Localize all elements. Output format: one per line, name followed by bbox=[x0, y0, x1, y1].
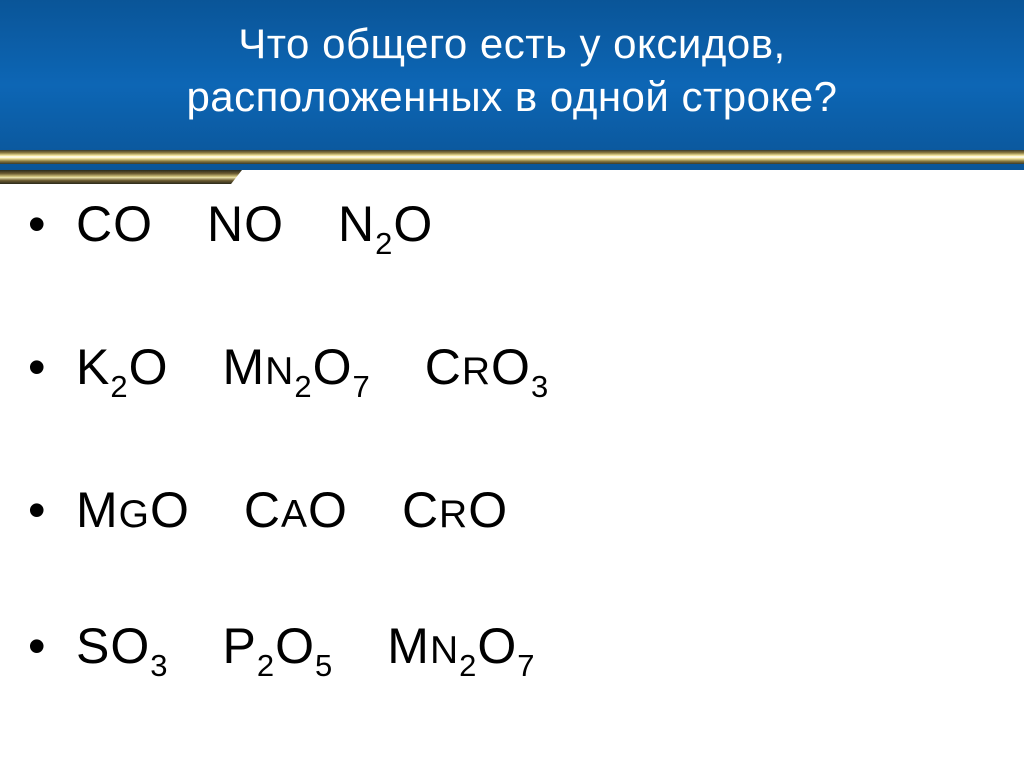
formula-row: •CO NO N2O bbox=[28, 195, 1004, 260]
title-line-2: расположенных в одной строке? bbox=[186, 73, 837, 120]
gold-divider-diagonal bbox=[0, 170, 242, 184]
bullet: • bbox=[28, 195, 76, 253]
slide-body: •CONON2O•K2OMN2O7CRO3•MGOCAOCRO•SO3P2O5M… bbox=[28, 195, 1004, 682]
slide-title: Что общего есть у оксидов, расположенных… bbox=[0, 0, 1024, 123]
formula-items: K2O MN2O7 CRO3 bbox=[76, 338, 549, 403]
chemical-formula: CRO bbox=[402, 481, 508, 539]
bullet: • bbox=[28, 338, 76, 396]
bullet: • bbox=[28, 617, 76, 675]
formula-items: SO3 P2O5 MN2O7 bbox=[76, 617, 536, 682]
title-line-1: Что общего есть у оксидов, bbox=[238, 20, 785, 67]
formula-row: •MGO CAO CRO bbox=[28, 481, 1004, 539]
chemical-formula: P2O5 bbox=[223, 617, 334, 682]
formula-row: •K2O MN2O7 CRO3 bbox=[28, 338, 1004, 403]
chemical-formula: NO bbox=[207, 195, 284, 260]
chemical-formula: K2O bbox=[76, 338, 169, 403]
chemical-formula: MN2O7 bbox=[387, 617, 535, 682]
chemical-formula: CO bbox=[76, 195, 153, 260]
slide-header: Что общего есть у оксидов, расположенных… bbox=[0, 0, 1024, 170]
formula-row: •SO3 P2O5 MN2O7 bbox=[28, 617, 1004, 682]
chemical-formula: SO3 bbox=[76, 617, 169, 682]
gold-divider-horizontal bbox=[0, 150, 1024, 164]
formula-items: CO NO N2O bbox=[76, 195, 433, 260]
chemical-formula: CAO bbox=[244, 481, 348, 539]
chemical-formula: MGO bbox=[76, 481, 190, 539]
chemical-formula: CRO3 bbox=[425, 338, 549, 403]
chemical-formula: MN2O7 bbox=[223, 338, 371, 403]
formula-items: MGO CAO CRO bbox=[76, 481, 508, 539]
slide: Что общего есть у оксидов, расположенных… bbox=[0, 0, 1024, 768]
bullet: • bbox=[28, 481, 76, 539]
chemical-formula: N2O bbox=[338, 195, 433, 260]
